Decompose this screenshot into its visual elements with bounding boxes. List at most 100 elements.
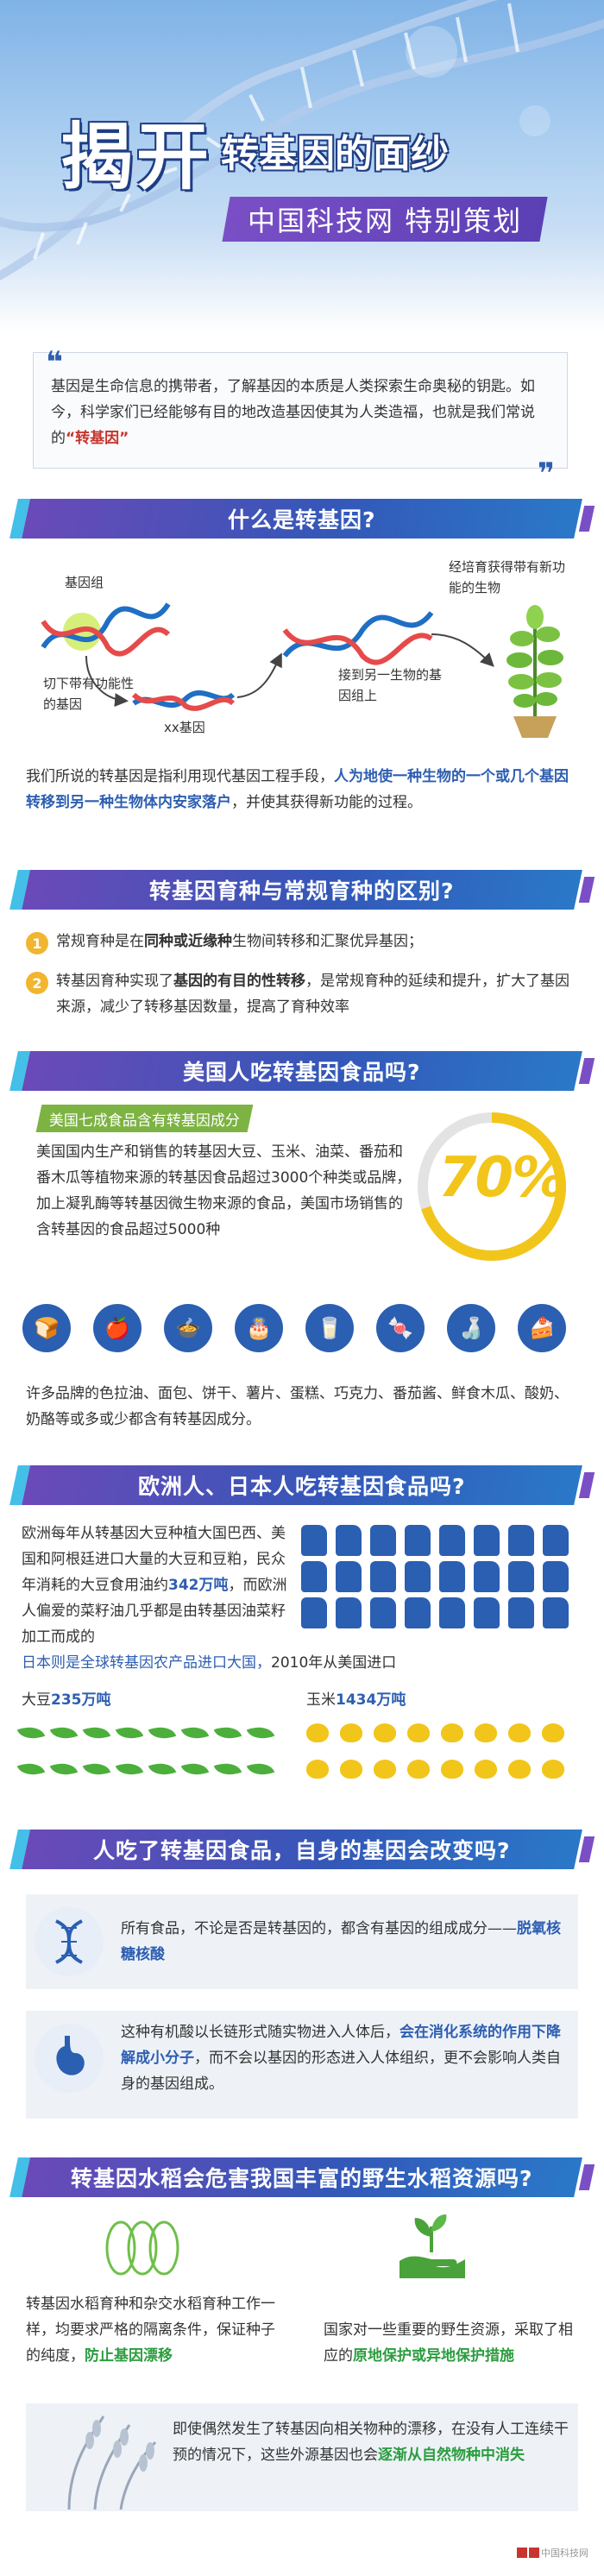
left-b: 防止基因漂移 — [85, 2347, 173, 2365]
p1-a: 所有食品，不论是否是转基因的，都含有基因的组成成分—— — [121, 1920, 517, 1937]
usa-body: 美国国内生产和销售的转基因大豆、玉米、油菜、番茄和番木瓜等植物来源的转基因食品超… — [36, 1143, 412, 1238]
plant-icon — [506, 605, 563, 738]
p1-b: 脱氧核糖核酸 — [121, 1920, 561, 1963]
apple-icon: 🍎 — [93, 1304, 142, 1352]
japan-intro: 日本则是全球转基因农产品进口大国，2010年从美国进口 — [22, 1650, 574, 1676]
section-deco-left — [9, 1051, 30, 1091]
item2-c: ，是常规育种的延续和提升，扩大了基因来源，减少了转移基因数量，提高了育种效率 — [56, 973, 569, 1016]
soy-label: 大豆 — [22, 1691, 51, 1709]
corn-import: 玉米1434万吨 — [306, 1687, 406, 1713]
badge-1: 1 — [26, 932, 48, 954]
section1-description: 我们所说的转基因是指利用现代基因工程手段，人为地使一种生物的一个或几个基因转移到… — [26, 764, 578, 816]
europe-body-c: ，而欧洲人偏爱的菜籽油几乎都是由转基因油菜籽加工而成的 — [22, 1577, 287, 1646]
section-title: 欧洲人、日本人吃转基因食品吗? — [138, 1474, 466, 1499]
section2-item1: 常规育种是在同种或近缘种生物间转移和汇聚优异基因； — [56, 929, 578, 954]
soy-leaf-icon — [49, 1721, 79, 1745]
oil-bottle-icon — [370, 1525, 396, 1556]
soy-leaf-icon — [180, 1721, 210, 1745]
close-quote-icon: ❞ — [538, 457, 555, 491]
target-dna-icon — [282, 611, 434, 665]
soy-leaf-icon — [82, 1721, 111, 1745]
soy-leaf-icon — [213, 1757, 242, 1781]
section-deco-right — [578, 1836, 595, 1862]
section-header-difference: 转基因育种与常规育种的区别? — [9, 870, 595, 910]
oil-bottle-icon — [336, 1597, 362, 1628]
source-dna-icon — [41, 602, 171, 657]
left-a: 转基因水稻育种和杂交水稻育种工作一样，均要求严格的隔离条件，保证种子的纯度， — [26, 2296, 275, 2365]
soy-leaf-icon — [148, 1757, 177, 1781]
item2-b: 基因的有目的性转移 — [173, 973, 305, 990]
oil-bottle-icon — [508, 1597, 534, 1628]
oil-bottle-grid — [298, 1523, 582, 1635]
bottom-a: 即使偶然发生了转基因向相关物种的漂移，在没有人工连续干预的情况下，这些外源基因也… — [173, 2421, 569, 2464]
europe-body-a: 欧洲每年从转基因大豆种植大国巴西、美国和阿根廷进口大量的大豆和豆粕，民众年消耗的… — [22, 1525, 286, 1594]
intro-box: ❝ 基因是生命信息的携带者，了解基因的本质是人类探索生命奥秘的钥匙。如今，科学家… — [33, 348, 568, 488]
open-quote-icon: ❝ — [46, 345, 63, 380]
japan-intro-b: 2010年从美国进口 — [271, 1654, 397, 1672]
section-title: 转基因水稻会危害我国丰富的野生水稻资源吗? — [71, 2166, 533, 2191]
corn-grain-icon — [475, 1723, 497, 1742]
item2-a: 转基因育种实现了 — [56, 973, 173, 990]
p2-b: 会在消化系统的作用下降解成小分子 — [121, 2024, 561, 2067]
right-b: 原地保护或异地保护措施 — [353, 2347, 514, 2365]
oil-bottle-icon — [543, 1561, 569, 1592]
corn-grain-icon — [407, 1723, 430, 1742]
stomach-icon — [35, 2024, 104, 2093]
section-deco-right — [578, 506, 595, 532]
section-header-europe-japan: 欧洲人、日本人吃转基因食品吗? — [9, 1465, 595, 1505]
corn-label: 玉米 — [306, 1691, 336, 1709]
section-deco-left — [9, 870, 30, 910]
food-icons-row: 🍞 🍎 🍲 🎂 🥛 🍬 🍶 🍰 — [17, 1299, 587, 1359]
intro-highlight: “转基因” — [66, 430, 129, 447]
section-deco-left — [9, 2157, 30, 2197]
oil-bottle-icon — [301, 1525, 327, 1556]
dna-strand-icon — [35, 1907, 104, 1976]
corn-value: 1434万吨 — [336, 1691, 406, 1709]
corn-grain-icon — [441, 1760, 463, 1779]
item1-b: 同种或近缘种 — [144, 933, 232, 950]
section1-desc-a: 我们所说的转基因是指利用现代基因工程手段， — [26, 768, 334, 785]
corn-grain-icon — [374, 1723, 396, 1742]
oil-bottle-icon — [543, 1525, 569, 1556]
section-title: 人吃了转基因食品，自身的基因会改变吗? — [93, 1838, 511, 1863]
dna-helix-background — [0, 0, 604, 281]
section-deco-right — [578, 2164, 595, 2190]
label-new-organism: 经培育获得带有新功能的生物 — [449, 559, 566, 595]
section-header-gene-change: 人吃了转基因食品，自身的基因会改变吗? — [9, 1830, 595, 1869]
intro-text: 基因是生命信息的携带者，了解基因的本质是人类探索生命奥秘的钥匙。如今，科学家们已… — [51, 378, 535, 447]
section-deco-left — [9, 1465, 30, 1505]
badge-2: 2 — [26, 972, 48, 994]
hero-subtitle-strip: 中国科技网 特别策划 — [222, 197, 548, 242]
soy-leaf-icon — [148, 1721, 177, 1745]
oil-bottle-icon — [405, 1525, 431, 1556]
japan-intro-a: 日本则是全球转基因农产品进口大国， — [22, 1654, 271, 1672]
section-header-what-is: 什么是转基因? — [9, 499, 595, 539]
soy-leaf-icon — [115, 1721, 144, 1745]
usa-banner-text: 美国七成食品含有转基因成分 — [49, 1112, 240, 1130]
soy-leaf-icon — [82, 1757, 111, 1781]
europe-body-b: 342万吨 — [168, 1577, 229, 1594]
soy-leaf-icon — [246, 1721, 275, 1745]
hero-title-sub: 转基因的面纱 — [221, 132, 450, 176]
oil-bottle-icon — [474, 1561, 500, 1592]
section-title: 什么是转基因? — [228, 507, 376, 532]
section-deco-right — [578, 1472, 595, 1498]
dna-row-bg — [26, 1894, 578, 1989]
section2-item2: 转基因育种实现了基因的有目的性转移，是常规育种的延续和提升，扩大了基因来源，减少… — [56, 968, 578, 1020]
right-a: 国家对一些重要的野生资源，采取了相应的 — [324, 2321, 573, 2365]
soy-value: 235万吨 — [51, 1691, 111, 1709]
label-xx-gene: xx基因 — [164, 720, 205, 735]
corn-grain-icon — [306, 1760, 329, 1779]
percent-ring — [418, 1112, 566, 1261]
oil-bottle-icon — [508, 1561, 534, 1592]
arrow-connect — [236, 652, 282, 698]
gene-change-p1: 所有食品，不论是否是转基因的，都含有基因的组成成分——脱氧核糖核酸 — [121, 1916, 569, 1968]
label-gene-group: 基因组 — [65, 575, 104, 590]
section-deco-left — [9, 1830, 30, 1869]
soy-leaf-icon — [213, 1721, 242, 1745]
hero-subtitle: 中国科技网 特别策划 — [247, 205, 523, 237]
oil-bottle-icon — [301, 1561, 327, 1592]
oil-bottle-icon — [474, 1525, 500, 1556]
item1-c: 生物间转移和汇聚优异基因； — [232, 933, 423, 950]
